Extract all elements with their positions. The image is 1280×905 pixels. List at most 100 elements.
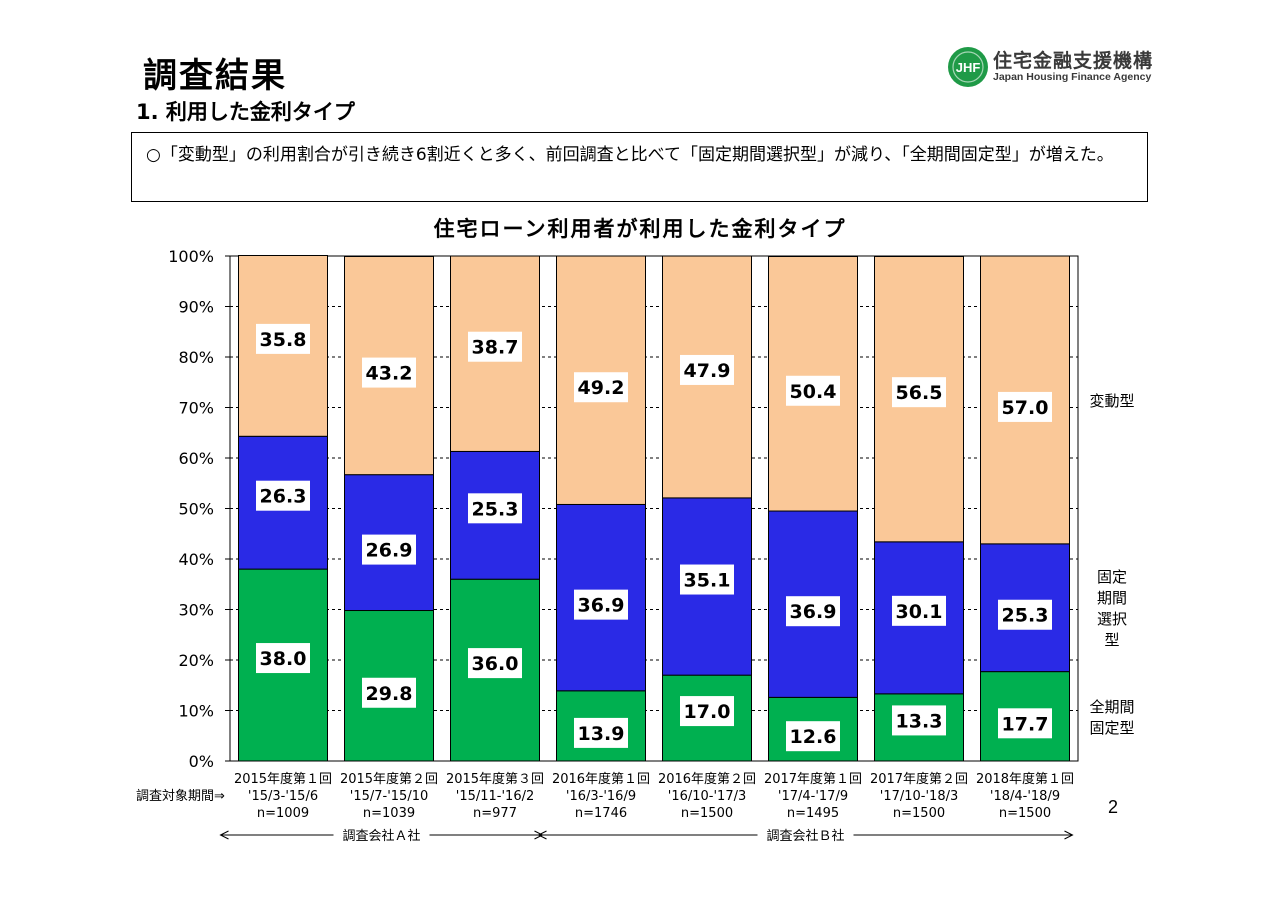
- data-label: 30.1: [896, 601, 943, 623]
- y-tick-label: 20%: [178, 651, 214, 670]
- y-tick-label: 0%: [189, 752, 214, 771]
- data-label-bg: [892, 377, 946, 408]
- bar-segment: [344, 256, 434, 476]
- data-label-bg: [362, 534, 416, 565]
- x-category-label: 2015年度第２回: [340, 771, 438, 787]
- data-label: 35.8: [260, 329, 307, 351]
- data-label-bg: [362, 677, 416, 708]
- data-label: 36.9: [578, 595, 625, 617]
- data-label: 36.9: [790, 601, 837, 623]
- y-tick-label: 80%: [178, 348, 214, 367]
- logo-text: 住宅金融支援機構: [993, 50, 1154, 72]
- data-label-bg: [680, 354, 734, 385]
- data-label: 17.0: [684, 701, 731, 723]
- jhf-logo: JHF 住宅金融支援機構 Japan Housing Finance Agenc…: [946, 45, 1176, 89]
- data-label-bg: [574, 717, 628, 748]
- data-label-bg: [362, 357, 416, 388]
- y-tick-label: 50%: [178, 500, 214, 519]
- x-category-label: 2018年度第１回: [976, 771, 1074, 787]
- data-label: 47.9: [684, 360, 731, 382]
- data-label-bg: [892, 595, 946, 626]
- surveyor-label-bg: [333, 825, 430, 845]
- data-label-bg: [256, 480, 310, 511]
- x-category-label: 2016年度第１回: [552, 771, 650, 787]
- surveyor-label: 調査会社Ｂ社: [766, 828, 844, 844]
- data-label: 17.7: [1002, 713, 1049, 735]
- x-period-label: '15/7-'15/10: [350, 789, 429, 804]
- x-sample-size-label: n=1500: [681, 806, 733, 821]
- x-sample-size-label: n=1495: [787, 806, 839, 821]
- x-category-label: 2017年度第１回: [764, 771, 862, 787]
- data-label: 43.2: [366, 363, 413, 385]
- data-label-bg: [998, 599, 1052, 630]
- data-label-bg: [786, 596, 840, 627]
- x-sample-size-label: n=1500: [893, 806, 945, 821]
- summary-box: ○「変動型」の利用割合が引き続き6割近くと多く、前回調査と比べて「固定期間選択型…: [131, 132, 1148, 202]
- chart-title: 住宅ローン利用者が利用した金利タイプ: [434, 217, 847, 241]
- data-label: 25.3: [472, 498, 519, 520]
- x-period-label: '17/10-'18/3: [880, 789, 959, 804]
- legend-label: 変動型: [1089, 392, 1134, 410]
- data-label: 25.3: [1002, 605, 1049, 627]
- surveyor-label: 調査会社Ａ社: [342, 828, 420, 844]
- data-label: 29.8: [366, 683, 413, 705]
- x-period-label: '15/11-'16/2: [456, 789, 535, 804]
- data-label: 13.9: [578, 723, 625, 745]
- legend-label: 全期間固定型: [1089, 698, 1134, 737]
- data-label-bg: [468, 331, 522, 362]
- period-label: 調査対象期間⇒: [136, 789, 225, 804]
- x-category-label: 2016年度第２回: [658, 771, 756, 787]
- x-category-label: 2015年度第１回: [234, 771, 332, 787]
- x-period-label: '18/4-'18/9: [990, 789, 1060, 804]
- data-label: 56.5: [896, 382, 943, 404]
- arrow-left-icon: [537, 830, 547, 840]
- x-period-label: '16/3-'16/9: [566, 789, 636, 804]
- data-label-bg: [468, 648, 522, 679]
- data-label-bg: [680, 564, 734, 595]
- data-label-bg: [256, 643, 310, 674]
- data-label-bg: [680, 696, 734, 727]
- y-tick-label: 90%: [178, 298, 214, 317]
- y-tick-label: 10%: [178, 702, 214, 721]
- logo-subtext: Japan Housing Finance Agency: [993, 71, 1152, 83]
- data-label-bg: [998, 708, 1052, 739]
- data-label: 49.2: [578, 377, 625, 399]
- arrow-right-icon: [1064, 830, 1074, 840]
- x-sample-size-label: n=977: [473, 806, 517, 821]
- data-label-bg: [256, 323, 310, 354]
- x-period-label: '17/4-'17/9: [778, 789, 848, 804]
- summary-text: ○「変動型」の利用割合が引き続き6割近くと多く、前回調査と比べて「固定期間選択型…: [146, 145, 1114, 165]
- data-label: 12.6: [790, 726, 837, 748]
- data-label-bg: [574, 589, 628, 620]
- x-sample-size-label: n=1500: [999, 806, 1051, 821]
- data-label: 38.7: [472, 337, 519, 359]
- y-tick-label: 60%: [178, 449, 214, 468]
- data-label-bg: [574, 372, 628, 403]
- surveyor-label-bg: [757, 825, 854, 845]
- data-label: 50.4: [790, 381, 837, 403]
- legend-label: 固定期間選択型: [1097, 568, 1127, 649]
- x-sample-size-label: n=1039: [363, 806, 415, 821]
- jhf-logo-icon: JHF: [948, 47, 988, 87]
- x-period-label: '16/10-'17/3: [668, 789, 747, 804]
- data-label: 35.1: [684, 570, 731, 592]
- x-category-label: 2015年度第３回: [446, 771, 544, 787]
- y-tick-label: 30%: [178, 601, 214, 620]
- y-tick-label: 100%: [168, 247, 214, 266]
- section-title: 1. 利用した金利タイプ: [136, 100, 355, 124]
- data-label: 38.0: [260, 648, 307, 670]
- x-category-label: 2017年度第２回: [870, 771, 968, 787]
- bar-segment: [768, 256, 858, 512]
- data-label: 57.0: [1002, 397, 1049, 419]
- data-label: 36.0: [472, 653, 519, 675]
- y-tick-label: 70%: [178, 399, 214, 418]
- data-label-bg: [892, 705, 946, 736]
- logo-mark-text: JHF: [956, 60, 981, 75]
- data-label-bg: [786, 721, 840, 752]
- page-number: 2: [1108, 797, 1119, 817]
- data-label-bg: [468, 493, 522, 524]
- data-label: 26.3: [260, 486, 307, 508]
- data-label: 13.3: [896, 710, 943, 732]
- page-title: 調査結果: [143, 56, 287, 96]
- x-period-label: '15/3-'15/6: [248, 789, 318, 804]
